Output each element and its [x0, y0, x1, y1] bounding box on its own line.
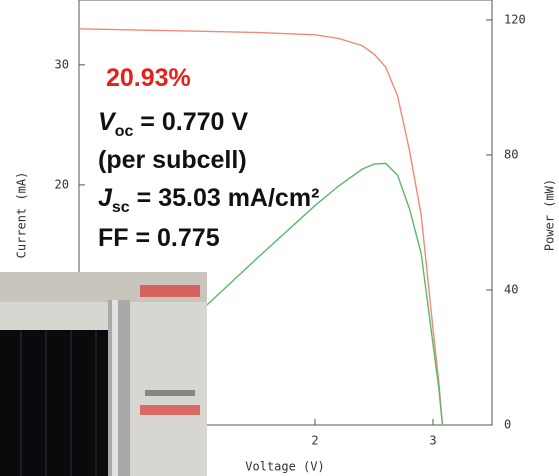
x-tick-label: 2: [311, 434, 318, 448]
y-tick-label: 30: [55, 57, 69, 71]
series-line: [78, 162, 444, 426]
x-axis-label: Voltage (V): [245, 460, 324, 474]
voc-symbol: V: [98, 108, 117, 136]
x-tick-label: 3: [429, 434, 436, 448]
jsc-text: = 35.03 mA/cm²: [130, 184, 320, 212]
plot-frame: [78, 0, 493, 426]
y-tick-label: 20: [55, 177, 69, 191]
series-line: [78, 28, 444, 426]
ff: FF = 0.775: [98, 224, 220, 252]
efficiency: 20.93%: [106, 64, 191, 92]
y2-tick-label: 120: [504, 12, 526, 26]
jsc-sub: sc: [112, 199, 130, 216]
y2-tick-label: 80: [504, 147, 518, 161]
y-axis-label: Current (mA): [15, 172, 29, 259]
jsc-symbol: J: [98, 184, 113, 212]
voc-text: = 0.770 V: [133, 108, 248, 136]
voc-sub: oc: [115, 123, 134, 140]
note: (per subcell): [98, 146, 247, 174]
y2-tick-label: 40: [504, 282, 518, 296]
device-photo: [0, 272, 207, 476]
voc: Voc = 0.770 V: [98, 108, 248, 140]
y2-tick-label: 0: [504, 418, 511, 432]
y2-axis-label: Power (mW): [543, 179, 557, 251]
jsc: Jsc = 35.03 mA/cm²: [98, 184, 319, 216]
